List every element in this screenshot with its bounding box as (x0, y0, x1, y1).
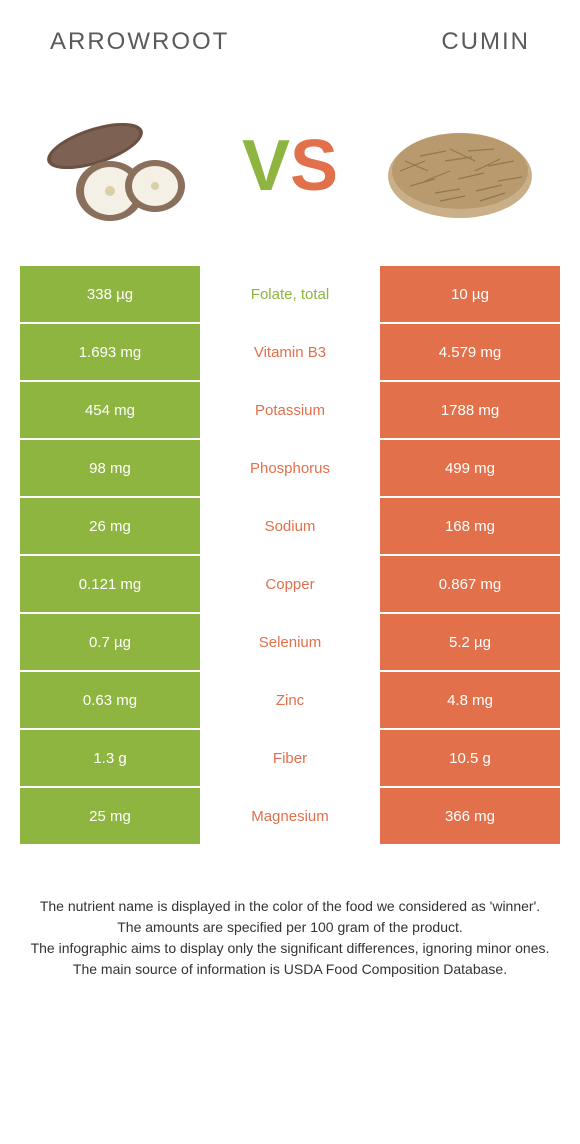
header: ARROWROOT CUMIN (0, 0, 580, 66)
vs-s: S (290, 125, 338, 207)
value-right: 0.867 mg (380, 556, 560, 614)
value-right: 5.2 µg (380, 614, 560, 672)
value-left: 0.121 mg (20, 556, 200, 614)
arrowroot-image (40, 96, 200, 236)
nutrient-label: Phosphorus (200, 440, 380, 498)
value-right: 4.579 mg (380, 324, 560, 382)
nutrient-label: Fiber (200, 730, 380, 788)
value-left: 98 mg (20, 440, 200, 498)
cumin-image (380, 96, 540, 236)
nutrient-label: Selenium (200, 614, 380, 672)
table-row: 0.7 µgSelenium5.2 µg (20, 614, 560, 672)
value-right: 4.8 mg (380, 672, 560, 730)
value-left: 1.3 g (20, 730, 200, 788)
comparison-table: 338 µgFolate, total10 µg1.693 mgVitamin … (20, 266, 560, 846)
value-left: 338 µg (20, 266, 200, 324)
footer-line: The amounts are specified per 100 gram o… (30, 917, 550, 938)
nutrient-label: Sodium (200, 498, 380, 556)
value-left: 0.7 µg (20, 614, 200, 672)
footer-line: The infographic aims to display only the… (30, 938, 550, 959)
table-row: 26 mgSodium168 mg (20, 498, 560, 556)
value-left: 26 mg (20, 498, 200, 556)
title-left: ARROWROOT (50, 28, 229, 56)
table-row: 338 µgFolate, total10 µg (20, 266, 560, 324)
nutrient-label: Potassium (200, 382, 380, 440)
value-right: 168 mg (380, 498, 560, 556)
vs-v: V (242, 125, 290, 207)
value-left: 0.63 mg (20, 672, 200, 730)
table-row: 454 mgPotassium1788 mg (20, 382, 560, 440)
table-row: 1.3 gFiber10.5 g (20, 730, 560, 788)
table-row: 0.63 mgZinc4.8 mg (20, 672, 560, 730)
footer-notes: The nutrient name is displayed in the co… (0, 846, 580, 980)
vs-row: VS (0, 66, 580, 266)
value-left: 454 mg (20, 382, 200, 440)
footer-line: The main source of information is USDA F… (30, 959, 550, 980)
value-right: 10 µg (380, 266, 560, 324)
nutrient-label: Zinc (200, 672, 380, 730)
nutrient-label: Vitamin B3 (200, 324, 380, 382)
vs-label: VS (242, 125, 338, 207)
table-row: 98 mgPhosphorus499 mg (20, 440, 560, 498)
value-right: 499 mg (380, 440, 560, 498)
nutrient-label: Copper (200, 556, 380, 614)
nutrient-label: Magnesium (200, 788, 380, 846)
value-left: 1.693 mg (20, 324, 200, 382)
title-right: CUMIN (441, 28, 530, 56)
table-row: 1.693 mgVitamin B34.579 mg (20, 324, 560, 382)
table-row: 25 mgMagnesium366 mg (20, 788, 560, 846)
value-right: 10.5 g (380, 730, 560, 788)
table-row: 0.121 mgCopper0.867 mg (20, 556, 560, 614)
value-right: 366 mg (380, 788, 560, 846)
value-left: 25 mg (20, 788, 200, 846)
footer-line: The nutrient name is displayed in the co… (30, 896, 550, 917)
value-right: 1788 mg (380, 382, 560, 440)
nutrient-label: Folate, total (200, 266, 380, 324)
